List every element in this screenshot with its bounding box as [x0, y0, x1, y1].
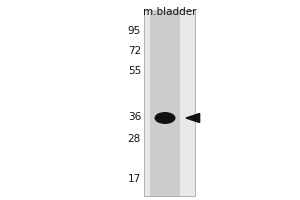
Text: 17: 17: [128, 174, 141, 184]
Polygon shape: [186, 113, 200, 123]
Bar: [150, 10, 180, 196]
Text: m.bladder: m.bladder: [143, 7, 196, 17]
Text: 72: 72: [128, 46, 141, 56]
Text: 95: 95: [128, 26, 141, 36]
Text: 36: 36: [128, 112, 141, 122]
Ellipse shape: [154, 112, 176, 124]
Bar: [144, 10, 195, 196]
Text: 55: 55: [128, 66, 141, 76]
Text: 28: 28: [128, 134, 141, 144]
